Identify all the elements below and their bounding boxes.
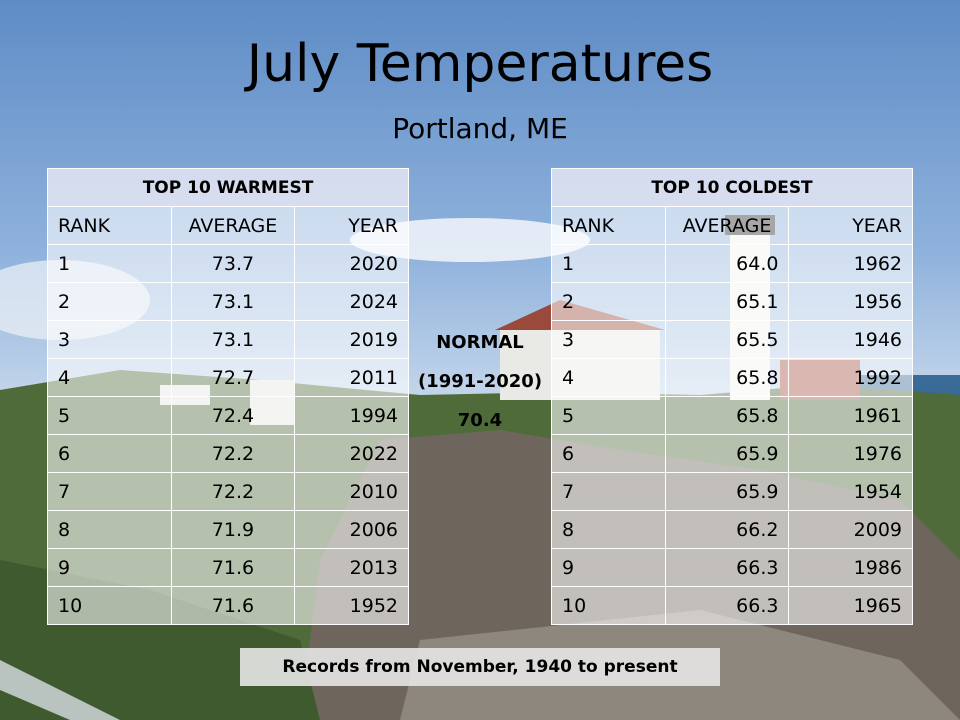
table-row: 2 73.1 2024	[47, 282, 409, 321]
average-cell: 66.3	[664, 548, 790, 587]
average-cell: 72.7	[170, 358, 296, 397]
year-cell: 2006	[294, 510, 409, 549]
rank-cell: 3	[47, 320, 172, 359]
table-row: 4 65.8 1992	[551, 358, 913, 397]
column-header-year: YEAR	[788, 206, 913, 245]
year-cell: 1956	[788, 282, 913, 321]
year-cell: 1946	[788, 320, 913, 359]
year-cell: 2020	[294, 244, 409, 283]
average-cell: 66.2	[664, 510, 790, 549]
table-row: 10 71.6 1952	[47, 586, 409, 625]
average-cell: 65.9	[664, 472, 790, 511]
table-row: 8 71.9 2006	[47, 510, 409, 549]
rank-cell: 1	[47, 244, 172, 283]
rank-cell: 8	[551, 510, 666, 549]
rank-cell: 1	[551, 244, 666, 283]
average-cell: 71.9	[170, 510, 296, 549]
year-cell: 1962	[788, 244, 913, 283]
average-cell: 72.2	[170, 434, 296, 473]
year-cell: 2013	[294, 548, 409, 587]
table-row: 4 72.7 2011	[47, 358, 409, 397]
table-row: 5 65.8 1961	[551, 396, 913, 435]
average-cell: 65.5	[664, 320, 790, 359]
average-cell: 71.6	[170, 586, 296, 625]
year-cell: 1992	[788, 358, 913, 397]
table-row: 7 72.2 2010	[47, 472, 409, 511]
table-row: 6 72.2 2022	[47, 434, 409, 473]
year-cell: 1986	[788, 548, 913, 587]
rank-cell: 6	[551, 434, 666, 473]
normal-period: (1991-2020)	[417, 371, 543, 392]
coldest-table-header: TOP 10 COLDEST	[551, 168, 913, 207]
average-cell: 65.8	[664, 358, 790, 397]
rank-cell: 5	[551, 396, 666, 435]
year-cell: 2011	[294, 358, 409, 397]
table-row: 8 66.2 2009	[551, 510, 913, 549]
average-cell: 73.1	[170, 282, 296, 321]
table-row: 6 65.9 1976	[551, 434, 913, 473]
rank-cell: 3	[551, 320, 666, 359]
table-row: 10 66.3 1965	[551, 586, 913, 625]
average-cell: 65.9	[664, 434, 790, 473]
rank-cell: 4	[47, 358, 172, 397]
normal-label: NORMAL	[436, 332, 524, 353]
coldest-column-headers: RANK AVERAGE YEAR	[551, 206, 913, 245]
rank-cell: 2	[551, 282, 666, 321]
year-cell: 2010	[294, 472, 409, 511]
year-cell: 1976	[788, 434, 913, 473]
table-row: 5 72.4 1994	[47, 396, 409, 435]
records-footnote: Records from November, 1940 to present	[240, 648, 720, 686]
rank-cell: 5	[47, 396, 172, 435]
column-header-rank: RANK	[47, 206, 172, 245]
average-cell: 65.8	[664, 396, 790, 435]
warmest-column-headers: RANK AVERAGE YEAR	[47, 206, 409, 245]
year-cell: 2009	[788, 510, 913, 549]
column-header-rank: RANK	[551, 206, 666, 245]
table-row: 3 65.5 1946	[551, 320, 913, 359]
table-row: 9 66.3 1986	[551, 548, 913, 587]
slide-title: July Temperatures	[246, 34, 714, 94]
average-cell: 73.1	[170, 320, 296, 359]
table-row: 1 73.7 2020	[47, 244, 409, 283]
average-cell: 73.7	[170, 244, 296, 283]
table-row: 2 65.1 1956	[551, 282, 913, 321]
column-header-year: YEAR	[294, 206, 409, 245]
rank-cell: 7	[47, 472, 172, 511]
average-cell: 72.4	[170, 396, 296, 435]
rank-cell: 7	[551, 472, 666, 511]
average-cell: 65.1	[664, 282, 790, 321]
table-row: 1 64.0 1962	[551, 244, 913, 283]
slide-subtitle: Portland, ME	[392, 112, 568, 145]
year-cell: 2022	[294, 434, 409, 473]
rank-cell: 2	[47, 282, 172, 321]
year-cell: 1965	[788, 586, 913, 625]
year-cell: 1952	[294, 586, 409, 625]
year-cell: 2019	[294, 320, 409, 359]
table-row: 7 65.9 1954	[551, 472, 913, 511]
average-cell: 64.0	[664, 244, 790, 283]
year-cell: 1994	[294, 396, 409, 435]
rank-cell: 10	[551, 586, 666, 625]
column-header-average: AVERAGE	[664, 206, 790, 245]
rank-cell: 8	[47, 510, 172, 549]
rank-cell: 6	[47, 434, 172, 473]
table-row: 3 73.1 2019	[47, 320, 409, 359]
average-cell: 71.6	[170, 548, 296, 587]
rank-cell: 4	[551, 358, 666, 397]
coldest-table: TOP 10 COLDEST RANK AVERAGE YEAR 1 64.0 19…	[551, 168, 913, 625]
average-cell: 66.3	[664, 586, 790, 625]
warmest-table: TOP 10 WARMEST RANK AVERAGE YEAR 1 73.7 20…	[47, 168, 409, 625]
year-cell: 1961	[788, 396, 913, 435]
rank-cell: 9	[551, 548, 666, 587]
rank-cell: 10	[47, 586, 172, 625]
normal-value: 70.4	[457, 410, 503, 431]
average-cell: 72.2	[170, 472, 296, 511]
year-cell: 2024	[294, 282, 409, 321]
column-header-average: AVERAGE	[170, 206, 296, 245]
year-cell: 1954	[788, 472, 913, 511]
rank-cell: 9	[47, 548, 172, 587]
warmest-table-header: TOP 10 WARMEST	[47, 168, 409, 207]
table-row: 9 71.6 2013	[47, 548, 409, 587]
